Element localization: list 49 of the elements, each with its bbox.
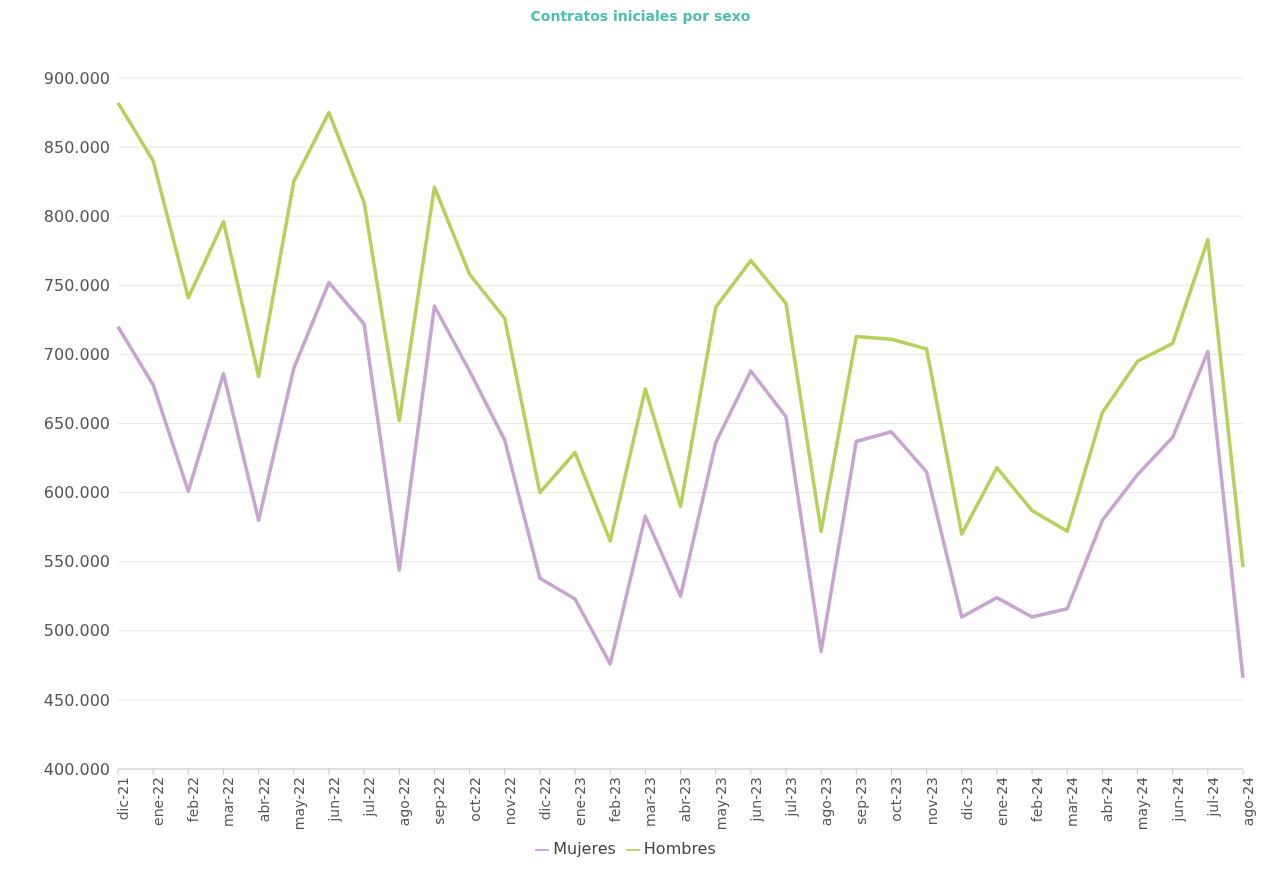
y-tick-label: 850.000: [43, 137, 110, 157]
x-tick-label: sep-22: [431, 777, 448, 825]
y-tick-label: 700.000: [43, 345, 110, 365]
x-tick-label: abr-22: [255, 777, 272, 823]
x-tick-label: may-23: [712, 777, 729, 831]
line-series: [116, 101, 1245, 569]
x-tick-label: abr-23: [677, 777, 694, 823]
y-tick-label: 450.000: [43, 690, 110, 710]
x-tick-label: ago-24: [1239, 776, 1256, 827]
y-tick-label: 800.000: [43, 206, 110, 226]
x-tick-label: ene-23: [571, 777, 588, 826]
chart-title: Contratos iniciales por sexo: [529, 8, 752, 26]
x-tick-label: dic-23: [958, 777, 975, 821]
x-tick-label: jun-23: [747, 777, 764, 823]
y-tick-label: 900.000: [43, 68, 110, 88]
x-tick-label: ago-22: [396, 777, 413, 827]
x-tick-label: jul-22: [361, 777, 378, 818]
legend-label: Mujeres: [553, 839, 616, 858]
x-tick-label: oct-22: [466, 777, 483, 822]
x-tick-label: abr-24: [1099, 776, 1116, 823]
x-tick-label: ene-24: [993, 776, 1010, 826]
y-tick-label: 550.000: [43, 552, 110, 572]
x-tick-label: jun-24: [1169, 776, 1186, 823]
x-tick-label: mar-24: [1064, 776, 1081, 827]
y-tick-label: 750.000: [43, 275, 110, 295]
legend-label: Hombres: [643, 839, 716, 858]
x-tick-label: jun-22: [325, 777, 342, 823]
x-tick-label: feb-23: [607, 777, 624, 823]
x-tick-label: jul-23: [782, 777, 799, 818]
y-tick-label: 650.000: [43, 414, 110, 434]
y-tick-label: 400.000: [43, 759, 110, 779]
x-tick-label: feb-24: [1029, 776, 1045, 823]
x-tick-label: ene-22: [150, 777, 167, 826]
x-tick-label: dic-21: [114, 777, 131, 821]
x-tick-label: nov-22: [501, 777, 518, 826]
x-tick-label: nov-23: [923, 777, 940, 826]
x-tick-label: may-22: [290, 777, 307, 831]
x-tick-label: ago-23: [818, 777, 835, 827]
x-tick-label: feb-22: [185, 777, 202, 823]
x-tick-label: sep-23: [853, 777, 870, 825]
x-tick-label: may-24: [1134, 776, 1151, 831]
x-tick-label: dic-22: [536, 777, 553, 821]
y-tick-label: 600.000: [43, 483, 110, 503]
x-tick-label: mar-23: [642, 777, 659, 827]
x-tick-label: jul-24: [1204, 776, 1221, 818]
line-series: [116, 280, 1245, 680]
x-tick-label: oct-23: [888, 777, 905, 822]
y-tick-label: 500.000: [43, 621, 110, 641]
x-tick-label: mar-22: [220, 777, 237, 827]
